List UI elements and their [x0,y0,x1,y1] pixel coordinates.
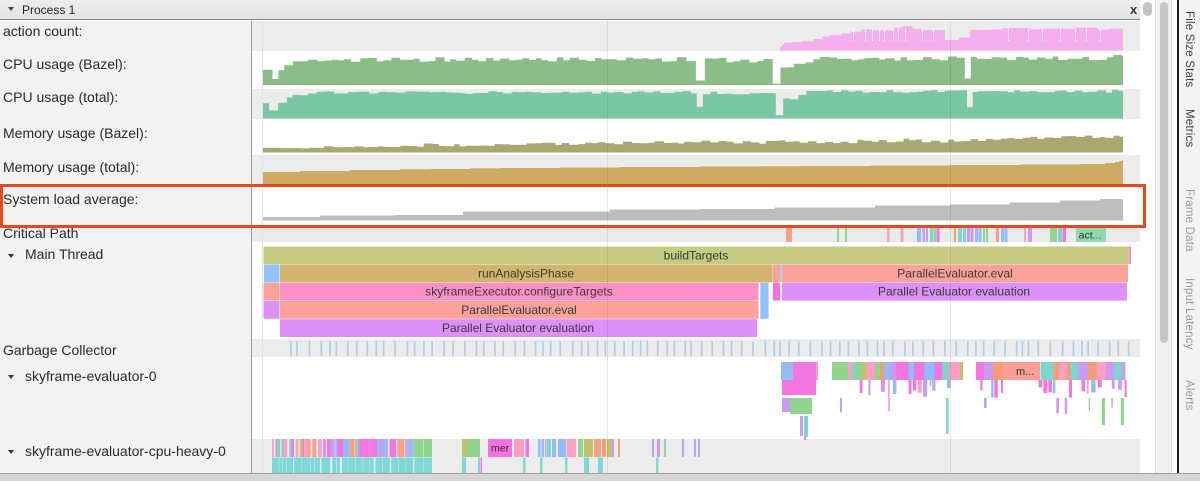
svg-text:mer: mer [491,443,510,455]
svg-text:Parallel Evaluator evaluation: Parallel Evaluator evaluation [442,321,594,335]
svg-text:m...: m... [1016,366,1034,378]
svg-text:skyframeExecutor.configureTarg: skyframeExecutor.configureTargets [425,285,612,299]
svg-text:ParallelEvaluator.eval: ParallelEvaluator.eval [461,303,576,317]
svg-text:runAnalysisPhase: runAnalysisPhase [478,267,574,281]
svg-text:buildTargets: buildTargets [664,248,729,262]
svg-text:Parallel Evaluator evaluation: Parallel Evaluator evaluation [878,285,1030,299]
svg-text:ParallelEvaluator.eval: ParallelEvaluator.eval [897,267,1012,281]
svg-text:act...: act... [1079,230,1102,242]
